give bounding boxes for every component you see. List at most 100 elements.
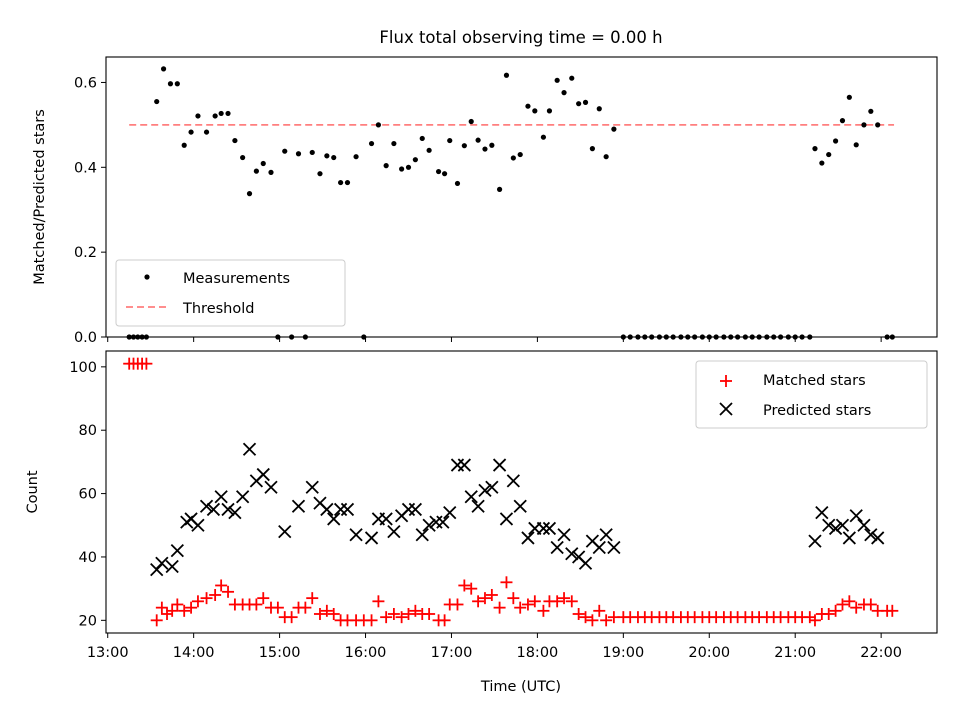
measurement-point	[461, 143, 467, 149]
predicted-star-point	[278, 524, 292, 539]
measurement-point	[596, 106, 602, 112]
measurement-point	[441, 171, 448, 177]
measurement-point	[253, 168, 259, 174]
predicted-star-point	[364, 531, 379, 545]
predicted-star-point	[815, 505, 829, 520]
x-tick-label: 14:00	[173, 645, 215, 661]
matched-star-point	[537, 604, 550, 617]
predicted-star-point	[422, 518, 436, 532]
legend-measurements-marker	[144, 274, 150, 280]
measurement-point	[212, 113, 218, 119]
predicted-star-point	[835, 518, 850, 532]
measurement-point	[846, 94, 852, 100]
predicted-star-point	[464, 490, 478, 504]
matched-star-point	[409, 604, 422, 617]
matched-star-point	[200, 592, 213, 605]
predicted-star-point	[349, 528, 363, 542]
predicted-star-point	[592, 540, 606, 555]
measurement-point	[268, 169, 274, 175]
measurement-point	[412, 157, 418, 163]
matched-star-point	[320, 604, 333, 617]
measurement-point	[160, 66, 167, 72]
predicted-star-point	[206, 502, 221, 517]
matched-star-point	[372, 595, 385, 608]
measurement-point	[454, 180, 461, 187]
predicted-star-point	[485, 480, 499, 494]
measurement-point	[368, 140, 375, 147]
matched-star-point	[222, 585, 235, 598]
x-tick-label: 22:00	[860, 645, 902, 661]
measurement-point	[482, 146, 488, 152]
matched-star-point	[521, 598, 534, 611]
predicted-star-point	[521, 531, 535, 545]
measurement-point	[338, 179, 344, 186]
predicted-star-point	[542, 521, 557, 536]
matched-star-point	[423, 607, 436, 620]
predicted-star-point	[264, 480, 278, 494]
matched-star-point	[178, 604, 191, 617]
measurement-point	[295, 151, 302, 157]
matched-star-point	[271, 601, 284, 614]
measurement-point	[246, 191, 253, 197]
predicted-star-point	[443, 505, 457, 520]
legend-matched-label: Matched stars	[763, 373, 866, 389]
y-tick-label: 0.2	[74, 245, 97, 261]
measurement-point	[475, 137, 481, 143]
predicted-star-point	[828, 521, 843, 536]
predicted-star-point	[557, 528, 571, 542]
predicted-star-point	[228, 505, 242, 520]
y-tick-label: 80	[79, 423, 97, 439]
measurement-point	[496, 186, 503, 192]
matched-star-point	[558, 592, 571, 605]
matched-star-point	[451, 598, 464, 611]
matched-star-point	[458, 579, 471, 592]
predicted-star-point	[236, 490, 250, 504]
matched-star-point	[285, 611, 298, 624]
measurement-point	[561, 90, 567, 96]
predicted-star-point	[506, 474, 520, 488]
measurement-point	[282, 148, 288, 154]
matched-star-point	[257, 592, 270, 605]
legend-predicted-marker	[719, 402, 733, 416]
predicted-star-point	[256, 467, 270, 482]
matched-star-point	[808, 614, 821, 627]
predicted-star-point	[550, 540, 564, 555]
measurement-point	[218, 110, 224, 117]
measurement-point	[525, 103, 531, 109]
matched-star-point	[478, 592, 491, 605]
x-tick-label: 16:00	[345, 645, 387, 661]
measurement-point	[489, 142, 495, 148]
matched-star-point	[365, 614, 378, 627]
x-tick-label: 18:00	[516, 645, 558, 661]
predicted-star-point	[857, 518, 871, 532]
measurement-point	[383, 163, 389, 169]
measurement-point	[375, 122, 382, 128]
matched-star-point	[500, 576, 513, 589]
matched-star-point	[565, 595, 578, 608]
measurement-point	[839, 118, 846, 124]
matched-star-point	[171, 598, 184, 611]
measurement-point	[167, 81, 174, 87]
predicted-star-point	[471, 499, 485, 513]
measurement-point	[154, 98, 160, 105]
y-tick-label: 0.0	[74, 330, 97, 346]
predicted-star-point	[305, 480, 319, 494]
measurement-point	[554, 77, 560, 83]
measurement-point	[324, 153, 330, 159]
matched-star-point	[140, 357, 153, 370]
matched-star-point	[507, 592, 520, 605]
measurement-point	[589, 146, 595, 152]
measurement-point	[174, 81, 180, 87]
measurement-point	[317, 171, 323, 177]
y-tick-label: 20	[79, 613, 97, 629]
matched-star-point	[514, 601, 527, 614]
matched-star-point	[306, 592, 319, 605]
predicted-star-point	[191, 518, 205, 532]
predicted-star-point	[165, 559, 179, 574]
measurement-point	[353, 154, 359, 160]
measurement-point	[853, 142, 859, 148]
predicted-star-point	[242, 442, 257, 456]
matched-star-point	[250, 598, 263, 611]
predicted-star-point	[170, 543, 184, 558]
